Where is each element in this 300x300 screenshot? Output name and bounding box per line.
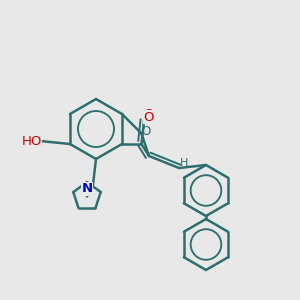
Text: N: N bbox=[81, 182, 93, 196]
Text: O: O bbox=[144, 110, 154, 124]
Text: O: O bbox=[141, 124, 151, 138]
Text: HO: HO bbox=[21, 134, 42, 148]
Text: HO: HO bbox=[21, 134, 42, 148]
Text: N: N bbox=[81, 182, 93, 196]
Text: O: O bbox=[144, 107, 154, 121]
Text: H: H bbox=[180, 158, 189, 168]
